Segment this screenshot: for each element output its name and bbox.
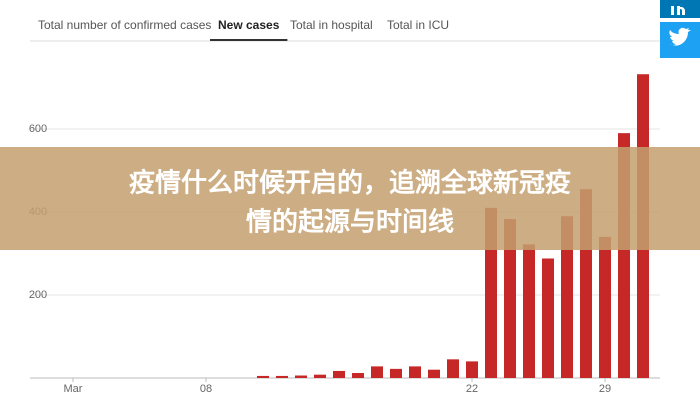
tab[interactable]: Total number of confirmed cases [38, 18, 211, 32]
bar [352, 373, 364, 378]
banner [0, 147, 700, 250]
bar [504, 219, 516, 378]
tab[interactable]: New cases [218, 18, 280, 32]
bar [523, 244, 535, 378]
bar [447, 359, 459, 378]
bar [295, 375, 307, 378]
linkedin-glyph [677, 6, 685, 15]
bar [409, 366, 421, 378]
banner-line: 情的起源与时间线 [246, 207, 454, 238]
x-tick-label: 08 [200, 383, 212, 395]
bar [599, 236, 611, 378]
linkedin-glyph [677, 6, 680, 15]
x-tick-label: Mar [64, 383, 83, 395]
banner-line: 疫情什么时候开启的，追溯全球新冠疫 [129, 168, 571, 199]
bar [390, 368, 402, 378]
bar [542, 258, 554, 378]
tab[interactable]: Total in ICU [387, 18, 449, 32]
bar [371, 366, 383, 378]
bar [466, 361, 478, 378]
bar [333, 370, 345, 378]
bar [276, 375, 288, 378]
bar [257, 375, 269, 378]
tab[interactable]: Total in hospital [290, 18, 373, 32]
bar [485, 207, 497, 378]
tab-underline [210, 39, 288, 41]
bar [428, 369, 440, 378]
twitter-glyph [669, 27, 691, 46]
y-tick-label: 600 [29, 123, 47, 135]
bar [314, 374, 326, 378]
bar [561, 216, 573, 378]
x-tick-label: 22 [466, 383, 478, 395]
y-tick-label: 200 [29, 289, 47, 301]
linkedin-glyph [671, 6, 674, 15]
x-tick-label: 29 [599, 383, 611, 395]
